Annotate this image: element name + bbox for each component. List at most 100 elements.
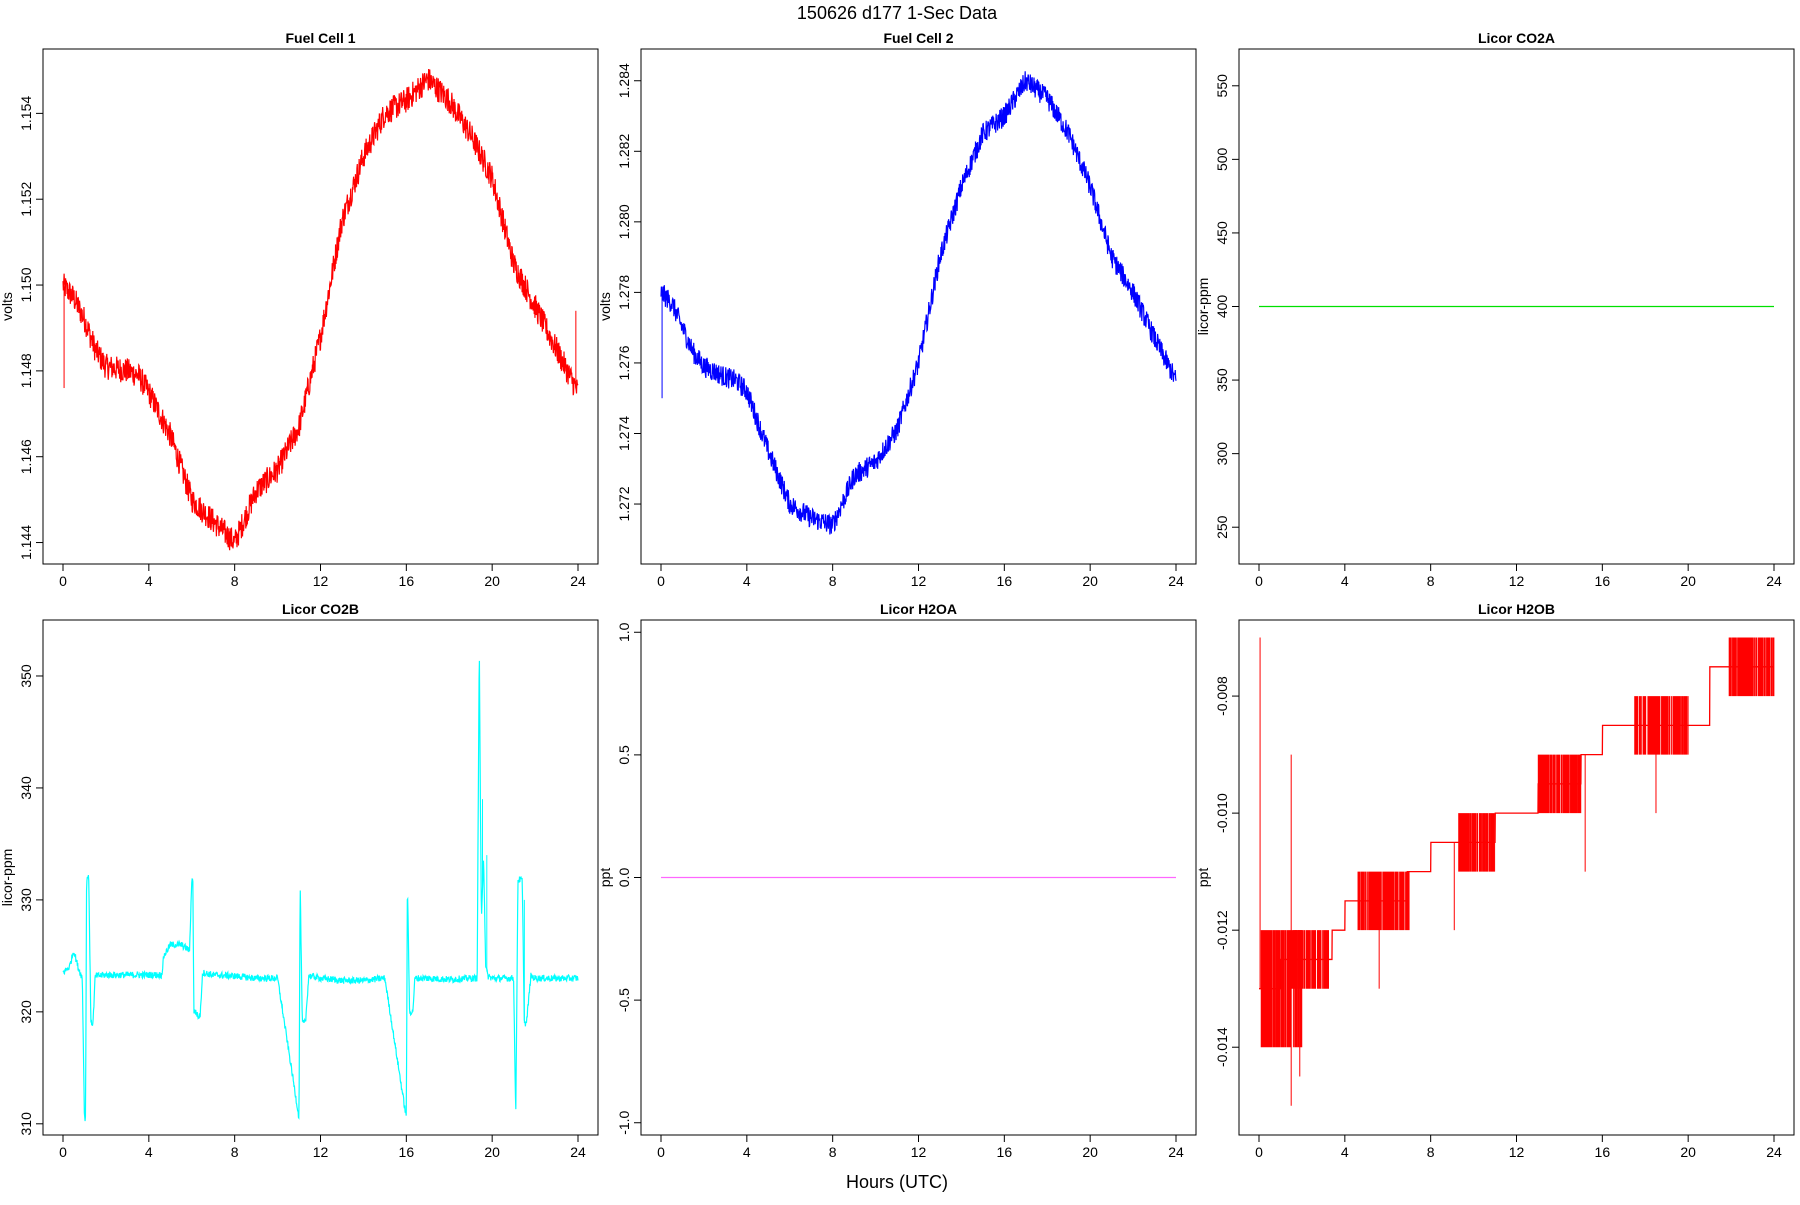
x-tick-label: 24 (1168, 573, 1184, 589)
y-tick-label: -1.0 (616, 1110, 632, 1134)
x-tick-label: 20 (1082, 1144, 1098, 1160)
y-axis-label: volts (597, 292, 613, 321)
x-tick-label: 12 (313, 573, 329, 589)
x-tick-label: 4 (1341, 1144, 1349, 1160)
y-tick-label: 0.0 (616, 868, 632, 888)
y-tick-label: 450 (1214, 221, 1230, 245)
x-tick-label: 20 (1680, 573, 1696, 589)
series-group (660, 71, 1177, 535)
y-tick-label: 1.272 (616, 486, 632, 521)
series-band (1458, 813, 1496, 872)
y-axis-label: volts (0, 292, 15, 321)
x-tick-label: 8 (1427, 573, 1435, 589)
y-tick-label: 1.282 (616, 134, 632, 169)
x-tick-label: 8 (829, 573, 837, 589)
y-axis-label: licor-ppm (1195, 278, 1211, 336)
series-group (62, 68, 579, 551)
panel-title: Licor H2OA (880, 601, 957, 617)
y-tick-label: 310 (18, 1112, 34, 1136)
y-tick-label: 320 (18, 1000, 34, 1024)
series-band (1537, 754, 1582, 814)
series-band (1728, 637, 1775, 697)
x-tick-label: 4 (145, 1144, 153, 1160)
plot-frame (42, 48, 599, 565)
y-tick-label: 1.148 (18, 353, 34, 388)
plot-frame (640, 48, 1197, 565)
x-tick-label: 12 (1509, 573, 1525, 589)
series-band (1260, 930, 1303, 1048)
x-tick-label: 4 (1341, 573, 1349, 589)
panel-3: Licor CO2A licor-ppm 0 4 8 12 16 20 24 250 300 350 4… (1195, 30, 1795, 589)
y-tick-label: 0.5 (616, 745, 632, 765)
plot-frame (1238, 619, 1795, 1136)
panels: Fuel Cell 1 volts 0 4 8 12 16 20 24 1.144 1.146 1.1… (0, 30, 1795, 1160)
x-tick-label: 12 (1509, 1144, 1525, 1160)
x-tick-label: 24 (1766, 573, 1782, 589)
y-tick-label: 1.274 (616, 416, 632, 451)
x-tick-label: 8 (829, 1144, 837, 1160)
x-tick-label: 8 (231, 573, 239, 589)
y-tick-label: 1.154 (18, 96, 34, 131)
y-tick-label: -0.008 (1214, 676, 1230, 716)
series-line (1259, 666, 1774, 990)
x-tick-label: 4 (743, 573, 751, 589)
y-tick-label: -0.014 (1214, 1027, 1230, 1067)
series-line (62, 68, 579, 551)
x-tick-label: 16 (997, 573, 1013, 589)
x-axis-label: Hours (UTC) (846, 1172, 948, 1192)
y-tick-label: 1.280 (616, 204, 632, 239)
y-tick-label: 1.146 (18, 439, 34, 474)
y-tick-label: -0.010 (1214, 793, 1230, 833)
panel-title: Licor H2OB (1478, 601, 1555, 617)
x-tick-label: 16 (997, 1144, 1013, 1160)
y-tick-label: 500 (1214, 147, 1230, 171)
y-tick-label: 400 (1214, 295, 1230, 319)
panel-6: Licor H2OB ppt 0 4 8 12 16 20 24 -0.014 -0.012 -0.0… (1195, 601, 1795, 1160)
y-tick-label: -0.012 (1214, 910, 1230, 950)
series-band (1634, 696, 1689, 755)
x-tick-label: 4 (145, 573, 153, 589)
x-tick-label: 12 (911, 1144, 927, 1160)
x-tick-label: 24 (570, 1144, 586, 1160)
figure-title: 150626 d177 1-Sec Data (797, 3, 998, 23)
y-tick-label: 300 (1214, 442, 1230, 466)
y-tick-label: 1.144 (18, 525, 34, 560)
y-tick-label: -0.5 (616, 988, 632, 1012)
y-tick-label: 1.0 (616, 622, 632, 642)
y-tick-label: 350 (18, 664, 34, 688)
x-tick-label: 0 (1255, 1144, 1263, 1160)
panel-4: Licor CO2B licor-ppm 0 4 8 12 16 20 24 310 320 330 3… (0, 601, 599, 1160)
x-tick-label: 8 (1427, 1144, 1435, 1160)
y-tick-label: 1.152 (18, 181, 34, 216)
y-axis-label: licor-ppm (0, 849, 15, 907)
x-tick-label: 20 (1680, 1144, 1696, 1160)
y-tick-label: 330 (18, 888, 34, 912)
y-axis-label: ppt (597, 868, 613, 888)
series-group (1259, 637, 1775, 1106)
x-tick-label: 16 (399, 1144, 415, 1160)
y-axis-label: ppt (1195, 868, 1211, 888)
x-tick-label: 20 (484, 573, 500, 589)
x-tick-label: 4 (743, 1144, 751, 1160)
y-tick-label: 1.150 (18, 267, 34, 302)
panel-5: Licor H2OA ppt 0 4 8 12 16 20 24 -1.0 -0.5 0.0 0.5 1.… (597, 601, 1197, 1160)
x-tick-label: 16 (1595, 1144, 1611, 1160)
x-tick-label: 16 (1595, 573, 1611, 589)
panel-title: Fuel Cell 1 (285, 30, 355, 46)
x-tick-label: 24 (570, 573, 586, 589)
series-band (1290, 930, 1329, 989)
x-tick-label: 0 (1255, 573, 1263, 589)
y-tick-label: 1.276 (616, 345, 632, 380)
y-tick-label: 350 (1214, 368, 1230, 392)
y-tick-label: 250 (1214, 515, 1230, 539)
y-tick-label: 550 (1214, 74, 1230, 98)
y-tick-label: 1.278 (616, 275, 632, 310)
x-tick-label: 0 (657, 573, 665, 589)
y-tick-label: 340 (18, 776, 34, 800)
y-tick-label: 1.284 (616, 63, 632, 98)
panel-title: Licor CO2A (1478, 30, 1555, 46)
x-tick-label: 12 (911, 573, 927, 589)
panel-1: Fuel Cell 1 volts 0 4 8 12 16 20 24 1.144 1.146 1.1… (0, 30, 599, 589)
